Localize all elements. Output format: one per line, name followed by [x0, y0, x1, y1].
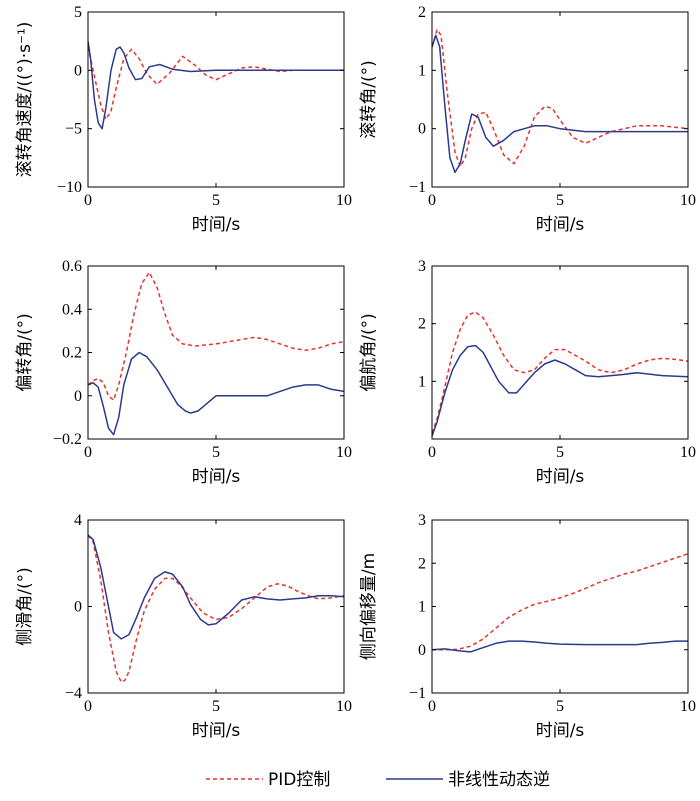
x-tick-label-1-10: 10: [336, 192, 352, 209]
series-pid-line-3: [88, 271, 344, 401]
legend-pid-label: PID控制: [268, 770, 330, 790]
y-tick-label-4-1: 1: [418, 373, 426, 390]
y-tick-label-3-0-2: 0.2: [62, 345, 82, 362]
series-pid-line-6: [432, 552, 688, 651]
plot-frame-5: [87, 519, 345, 694]
plot-frame-1: [87, 11, 345, 188]
x-tick-label-2-0: 0: [428, 192, 436, 209]
series-ndi-line-2: [432, 34, 688, 174]
series-pid-line-5: [88, 534, 344, 683]
x-axis-label-6: 时间/s: [536, 721, 585, 741]
x-tick-label-4-10: 10: [680, 444, 696, 461]
y-tick-label-5-4: 4: [74, 512, 82, 529]
x-axis-label-1: 时间/s: [192, 215, 241, 235]
y-tick-label-3-0: 0: [74, 388, 82, 405]
y-tick-label-1-10: −10: [57, 179, 82, 196]
series-ndi-line-5: [88, 534, 344, 640]
x-tick-label-5-0: 0: [84, 698, 92, 715]
y-axis-label-3: 偏转角/(°): [15, 313, 35, 392]
x-tick-label-5-5: 5: [212, 698, 220, 715]
y-tick-label-6-1: 1: [418, 599, 426, 616]
plot-frame-2: [431, 11, 689, 188]
y-tick-label-2-1: 1: [418, 62, 426, 79]
x-tick-label-2-10: 10: [680, 192, 696, 209]
y-tick-label-6-2: 2: [418, 555, 426, 572]
chart-panel-4: 0 5 10 3 2 1 时间/s 偏航角/(°): [359, 258, 696, 487]
x-tick-label-6-0: 0: [428, 698, 436, 715]
y-tick-label-3-0-4: 0.4: [62, 301, 82, 318]
series-ndi-line-4: [432, 344, 688, 437]
series-ndi-line-1: [88, 41, 344, 130]
x-tick-label-4-0: 0: [428, 444, 436, 461]
plot-frame-3: [87, 265, 345, 440]
plot-frame-6: [431, 519, 689, 694]
x-tick-label-1-5: 5: [212, 192, 220, 209]
y-tick-label-1-0: 0: [74, 62, 82, 79]
y-tick-label-4-2: 2: [418, 316, 426, 333]
y-axis-label-4: 偏航角/(°): [359, 313, 379, 392]
series-ndi-line-3: [88, 351, 344, 436]
y-tick-label-6-3: 3: [418, 512, 426, 529]
y-tick-label-1-5: 5: [74, 4, 82, 21]
y-tick-label-1-5: −5: [65, 121, 82, 138]
y-axis-label-6: 侧向偏移量/m: [359, 553, 379, 660]
series-pid-line-1: [88, 46, 344, 121]
y-tick-label-6-0: 0: [418, 642, 426, 659]
x-tick-label-3-10: 10: [336, 444, 352, 461]
y-tick-label-3-0-6: 0.6: [62, 258, 82, 275]
legend-ndi-label: 非线性动态逆: [448, 770, 550, 790]
x-axis-label-4: 时间/s: [536, 467, 585, 487]
series-pid-line-4: [432, 311, 688, 434]
y-tick-label-5-0: 0: [74, 599, 82, 616]
y-axis-label-1: 滚转角速度/((°)·s⁻¹): [15, 22, 35, 178]
x-tick-label-2-5: 5: [556, 192, 564, 209]
x-axis-label-5: 时间/s: [192, 721, 241, 741]
y-tick-label-6-1: −1: [409, 685, 426, 702]
series-pid-line-2: [432, 28, 688, 168]
x-tick-label-3-5: 5: [212, 444, 220, 461]
y-tick-label-2-1: −1: [409, 179, 426, 196]
series-ndi-line-6: [432, 640, 688, 653]
x-tick-label-6-10: 10: [680, 698, 696, 715]
legend: PID控制 非线性动态逆: [206, 770, 550, 790]
y-tick-label-2-0: 0: [418, 121, 426, 138]
chart-panel-1: 0 5 10 5 0 −5 −10 时间/s 滚转角速度/((°)·s⁻¹): [15, 4, 352, 235]
x-axis-label-2: 时间/s: [536, 215, 585, 235]
x-tick-label-1-0: 0: [84, 192, 92, 209]
x-tick-label-6-5: 5: [556, 698, 564, 715]
x-tick-label-4-5: 5: [556, 444, 564, 461]
y-tick-label-3-0-2: −0.2: [53, 431, 82, 448]
y-tick-label-4-3: 3: [418, 258, 426, 275]
y-axis-label-2: 滚转角/(°): [359, 60, 379, 139]
x-tick-label-3-0: 0: [84, 444, 92, 461]
x-tick-label-5-10: 10: [336, 698, 352, 715]
plot-frame-4: [431, 265, 689, 440]
y-tick-label-2-2: 2: [418, 4, 426, 21]
y-tick-label-5-4: −4: [65, 685, 82, 702]
y-axis-label-5: 侧滑角/(°): [15, 567, 35, 646]
x-axis-label-3: 时间/s: [192, 467, 241, 487]
